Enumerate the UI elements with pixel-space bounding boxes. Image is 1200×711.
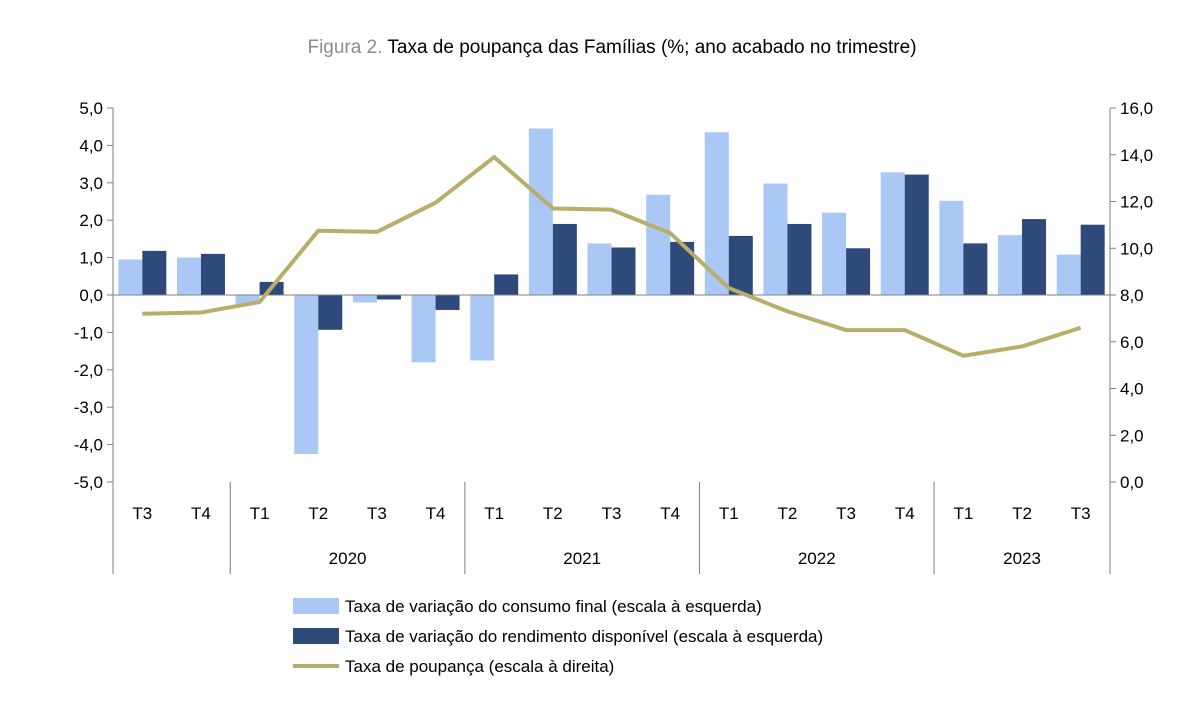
left-tick-label: -1,0 [74,323,103,342]
left-tick-label: 4,0 [79,136,103,155]
bar-consumo [470,295,495,361]
category-label: T2 [308,504,328,523]
year-label: 2021 [563,549,601,568]
bar-rendimento [963,243,988,295]
right-tick-label: 16,0 [1120,99,1153,118]
bar-consumo [528,128,553,295]
category-label: T3 [1071,504,1091,523]
category-label: T2 [778,504,798,523]
right-tick-label: 14,0 [1120,146,1153,165]
category-label: T1 [719,504,739,523]
left-tick-label: 5,0 [79,99,103,118]
left-tick-label: 1,0 [79,249,103,268]
bar-consumo [998,235,1023,295]
left-tick-label: -4,0 [74,436,103,455]
legend-item-rendimento: Taxa de variação do rendimento disponíve… [293,627,823,646]
right-tick-label: 8,0 [1120,286,1144,305]
bar-rendimento [904,174,929,295]
right-tick-label: 2,0 [1120,426,1144,445]
left-tick-label: 3,0 [79,174,103,193]
line-poupanca [142,155,1082,358]
bar-consumo [880,172,905,295]
bar-rendimento [435,295,460,310]
bar-rendimento [728,235,753,295]
right-tick-label: 12,0 [1120,193,1153,212]
bar-consumo [822,212,847,295]
bar-rendimento [846,248,871,295]
year-label: 2020 [329,549,367,568]
category-label: T4 [191,504,211,523]
bar-rendimento [376,295,401,300]
category-label: T1 [484,504,504,523]
category-label: T4 [895,504,915,523]
bar-consumo [411,295,436,363]
category-label: T3 [836,504,856,523]
category-label: T3 [132,504,152,523]
bar-consumo [176,257,201,295]
category-label: T2 [543,504,563,523]
bar-consumo [118,259,143,295]
bar-rendimento [200,253,225,295]
left-tick-label: 0,0 [79,286,103,305]
left-tick-label: -3,0 [74,398,103,417]
left-tick-label: 2,0 [79,211,103,230]
right-tick-label: 4,0 [1120,380,1144,399]
legend-swatch [293,598,339,614]
chart-title: Figura 2. Taxa de poupança das Famílias … [307,37,916,58]
category-label: T3 [602,504,622,523]
bar-rendimento [552,223,577,295]
category-label: T1 [953,504,973,523]
right-tick-label: 10,0 [1120,239,1153,258]
bar-rendimento [494,274,519,295]
legend-swatch [293,628,339,644]
category-label: T4 [660,504,680,523]
category-label: T3 [367,504,387,523]
right-tick-label: 6,0 [1120,333,1144,352]
bar-consumo [294,295,319,454]
category-label: T4 [426,504,446,523]
legend-label: Taxa de variação do consumo final (escal… [345,597,762,616]
bar-rendimento [787,223,812,295]
legend: Taxa de variação do consumo final (escal… [293,597,823,676]
plot-area: -5,0 -4,0 -3,0 -2,0 -1,0 0,0 1,0 2,0 3,0 4,0 5,0 0,… [74,99,1153,574]
right-tick-label: 0,0 [1120,473,1144,492]
legend-label: Taxa de poupança (escala à direita) [345,657,614,676]
bar-rendimento [611,247,636,295]
bar-consumo [646,194,671,295]
bar-consumo [763,183,788,295]
legend-item-consumo: Taxa de variação do consumo final (escal… [293,597,762,616]
chart-title-main: Taxa de poupança das Famílias (%; ano ac… [387,37,916,58]
bar-consumo [352,295,377,303]
chart-title-prefix: Figura 2. [307,37,382,58]
bar-consumo [939,200,964,295]
bar-rendimento [1022,219,1047,295]
bar-consumo [587,243,612,295]
year-label: 2023 [1003,549,1041,568]
legend-label: Taxa de variação do rendimento disponíve… [345,627,823,646]
category-label: T2 [1012,504,1032,523]
bar-rendimento [1080,224,1105,295]
category-label: T1 [250,504,270,523]
bar-rendimento [318,295,343,330]
bar-consumo [1056,254,1081,295]
left-tick-label: -2,0 [74,361,103,380]
legend-item-poupanca: Taxa de poupança (escala à direita) [293,657,614,676]
year-label: 2022 [798,549,836,568]
bar-consumo [235,295,260,305]
bar-rendimento [142,250,167,295]
left-tick-label: -5,0 [74,473,103,492]
